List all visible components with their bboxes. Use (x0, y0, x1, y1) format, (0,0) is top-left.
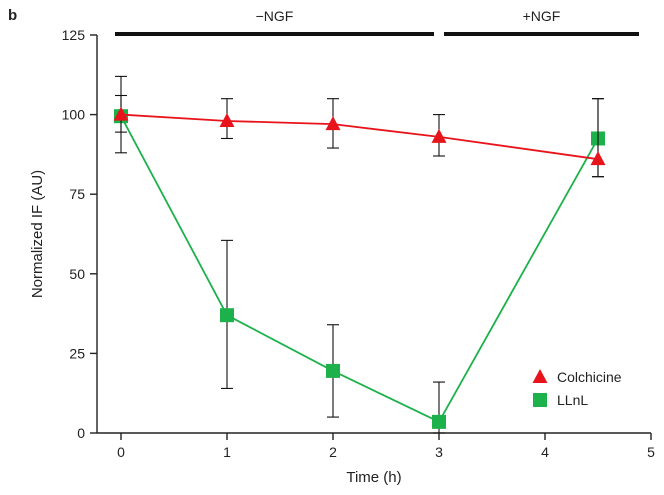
phase-bar-label: +NGF (523, 8, 561, 24)
x-tick-label: 1 (223, 444, 231, 460)
y-tick-label: 75 (69, 186, 85, 202)
x-tick-label: 5 (647, 444, 655, 460)
y-tick-label: 125 (62, 27, 86, 43)
y-tick-label: 50 (69, 266, 85, 282)
series-line (120, 113, 599, 161)
data-point (431, 128, 447, 143)
data-point (113, 106, 129, 121)
phase-bars: −NGF +NGF (115, 8, 639, 36)
data-point (325, 116, 341, 131)
data-point (590, 151, 606, 166)
phase-bar-label: −NGF (256, 8, 294, 24)
y-tick-label: 25 (69, 345, 85, 361)
data-point (326, 363, 340, 378)
y-tick-label: 0 (77, 425, 85, 441)
legend: Colchicine LLnL (532, 369, 622, 408)
x-tick-label: 4 (541, 444, 549, 460)
series-layer (113, 75, 606, 434)
legend-label: LLnL (557, 392, 588, 408)
x-tick-label: 3 (435, 444, 443, 460)
x-ticks: 0 1 2 3 4 5 (117, 433, 655, 460)
legend-marker (532, 369, 548, 383)
panel-label: b (8, 7, 17, 24)
y-axis-label: Normalized IF (AU) (29, 170, 46, 298)
legend-marker (533, 393, 547, 407)
series-llnl (114, 94, 605, 434)
data-point (219, 112, 235, 127)
series-colchicine (113, 75, 606, 178)
y-tick-label: 100 (62, 107, 86, 123)
series-line (120, 115, 599, 424)
data-point (220, 308, 234, 323)
y-ticks: 0 25 50 75 100 125 (62, 27, 97, 441)
data-point (432, 414, 446, 429)
x-axis-label: Time (h) (346, 469, 401, 486)
x-tick-label: 0 (117, 444, 125, 460)
legend-label: Colchicine (557, 369, 622, 385)
x-tick-label: 2 (329, 444, 337, 460)
